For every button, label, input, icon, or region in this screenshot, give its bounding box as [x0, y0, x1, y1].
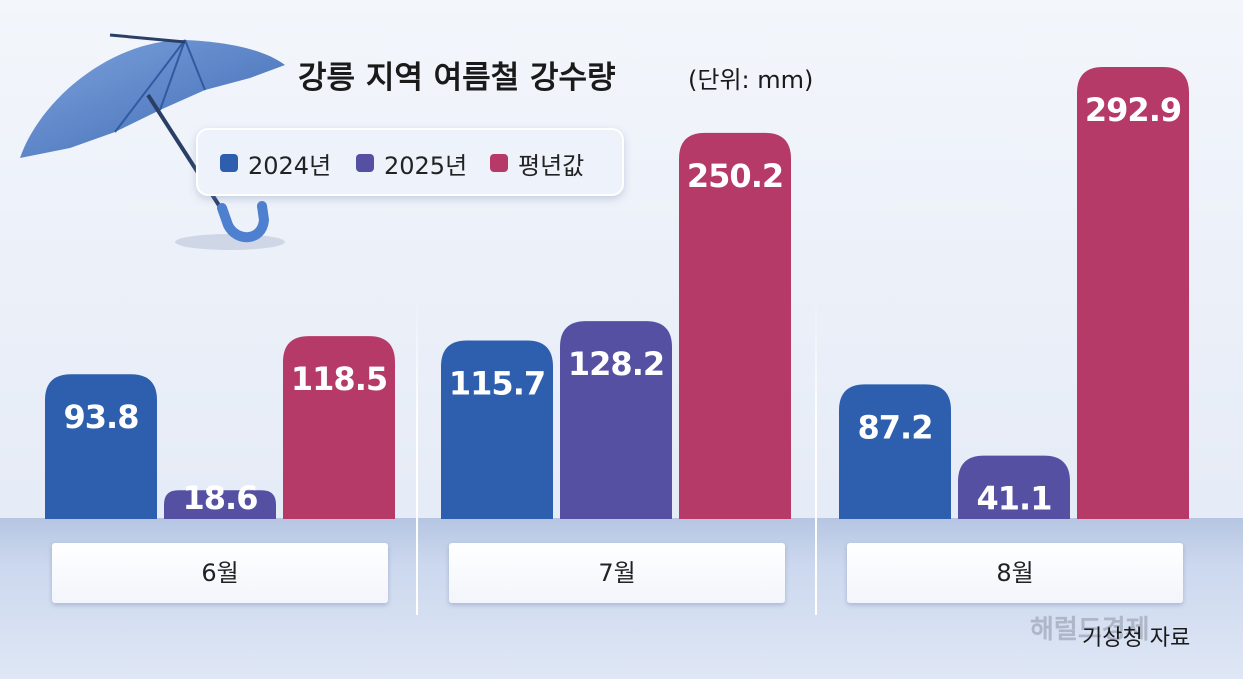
data-label-2025-august: 41.1	[977, 480, 1052, 518]
bar-avg-august	[1077, 67, 1189, 519]
group-divider	[416, 295, 418, 615]
bar-2025-august	[958, 455, 1070, 519]
legend-item-avg: 평년값	[490, 148, 585, 180]
data-label-avg-august: 292.9	[1085, 91, 1181, 129]
legend: 2024년 2025년 평년값	[196, 128, 624, 196]
legend-swatch-2025	[356, 154, 374, 172]
legend-swatch-2024	[220, 154, 238, 172]
data-label-2024-june: 93.8	[64, 398, 139, 436]
bar-avg-july	[679, 132, 791, 519]
data-label-2024-august: 87.2	[858, 408, 933, 446]
watermark: 해럴드경제	[1030, 615, 1150, 645]
bar-2024-june	[45, 374, 157, 519]
chart-title: 강릉 지역 여름철 강수량	[298, 60, 616, 96]
legend-label-2025: 2025년	[384, 151, 468, 180]
category-label-july: 7월	[449, 543, 785, 603]
category-label-june: 6월	[52, 543, 388, 603]
legend-label-avg: 평년값	[518, 151, 585, 180]
data-label-2024-july: 115.7	[449, 364, 545, 402]
data-label-avg-june: 118.5	[291, 360, 387, 398]
legend-item-2025: 2025년	[356, 148, 468, 180]
bar-2024-july	[441, 340, 553, 519]
data-label-2025-june: 18.6	[183, 479, 258, 517]
group-divider	[815, 295, 817, 615]
bar-avg-june	[283, 336, 395, 519]
data-label-avg-july: 250.2	[687, 157, 783, 195]
category-label-august: 8월	[847, 543, 1183, 603]
source-note: 기상청 자료	[1082, 626, 1191, 651]
bar-2025-july	[560, 321, 672, 519]
legend-label-2024: 2024년	[248, 151, 332, 180]
umbrella-icon	[20, 33, 285, 250]
bar-2024-august	[839, 384, 951, 519]
unit-label: (단위: mm)	[688, 66, 814, 94]
legend-item-2024: 2024년	[220, 148, 332, 180]
data-label-2025-july: 128.2	[568, 345, 664, 383]
legend-swatch-avg	[490, 154, 508, 172]
bar-2025-june	[164, 490, 276, 519]
